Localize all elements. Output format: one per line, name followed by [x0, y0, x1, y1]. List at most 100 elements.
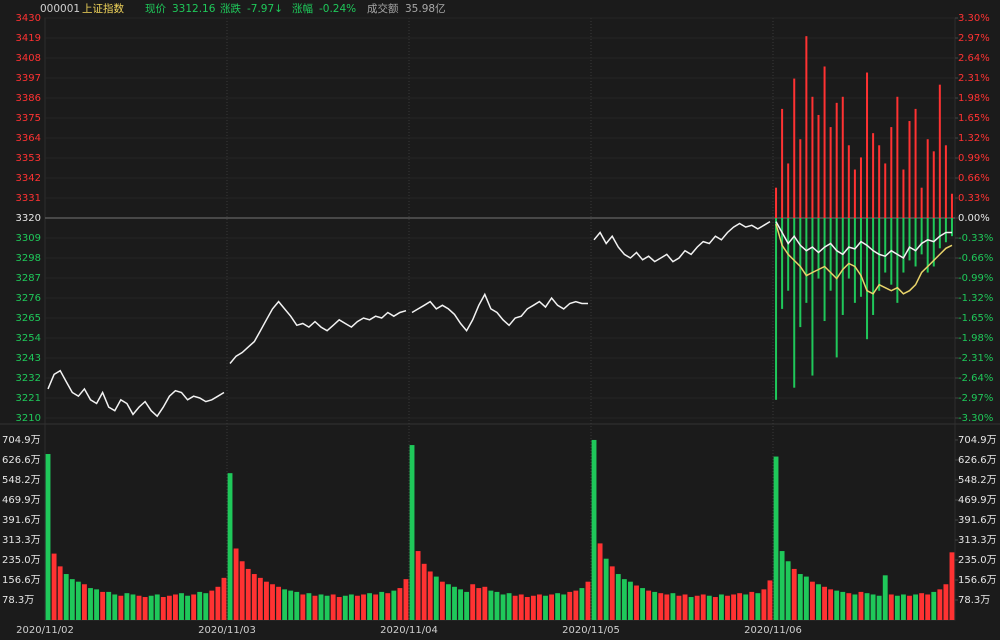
y2-tick-label: -2.31%	[958, 353, 993, 364]
breadth-bar	[902, 169, 905, 218]
volume-tick-label: 548.2万	[958, 475, 997, 486]
stock-code: 000001	[40, 3, 80, 15]
breadth-bar	[884, 163, 887, 218]
date-label: 2020/11/02	[16, 625, 74, 636]
volume-bar	[130, 594, 136, 620]
volume-bar	[585, 581, 591, 620]
volume-tick-label: 626.6万	[2, 455, 41, 466]
volume-bar	[197, 591, 203, 620]
volume-bar	[391, 590, 397, 620]
breadth-bar	[932, 151, 935, 218]
y-tick-label: 3419	[16, 33, 41, 44]
volume-bar	[361, 594, 366, 620]
volume-bar	[106, 591, 112, 620]
volume-bar	[282, 589, 288, 620]
volume-bar	[154, 594, 160, 620]
volume-bar	[276, 586, 281, 620]
stock-name: 上证指数	[82, 2, 124, 15]
volume-bar	[518, 594, 524, 620]
y2-tick-label: 0.00%	[958, 213, 990, 224]
volume-bar	[694, 595, 700, 620]
breadth-bar	[835, 102, 838, 218]
volume-bar	[828, 589, 834, 620]
volume-bar	[664, 594, 670, 620]
y-tick-label: 3298	[16, 253, 41, 264]
volume-bar	[773, 456, 779, 620]
volume-bar	[446, 584, 451, 620]
field-label: 涨跌	[220, 2, 241, 15]
y-tick-label: 3364	[16, 133, 41, 144]
volume-bar	[706, 595, 712, 620]
volume-tick-label: 78.3万	[958, 595, 990, 606]
volume-tick-label: 78.3万	[2, 595, 34, 606]
y2-tick-label: -3.30%	[958, 413, 993, 424]
volume-bar	[421, 563, 427, 620]
y2-tick-label: 0.99%	[958, 153, 990, 164]
breadth-bar	[781, 218, 784, 309]
volume-bar	[160, 597, 166, 620]
y2-tick-label: 2.31%	[958, 73, 990, 84]
volume-bar	[336, 597, 342, 620]
breadth-bar	[781, 108, 784, 218]
breadth-bar	[823, 66, 826, 218]
breadth-bar	[799, 218, 802, 328]
volume-bar	[785, 561, 791, 620]
breadth-bar	[920, 187, 923, 218]
y-tick-label: 3397	[16, 73, 41, 84]
breadth-bar	[793, 78, 796, 218]
volume-bar	[858, 591, 864, 620]
volume-bar	[779, 551, 785, 620]
breadth-bar	[902, 218, 905, 273]
volume-bar	[894, 595, 900, 620]
breadth-bar	[866, 218, 869, 340]
breadth-bar	[847, 218, 850, 279]
volume-bar	[342, 595, 348, 620]
breadth-bar	[823, 218, 826, 322]
date-label: 2020/11/04	[380, 625, 438, 636]
volume-bar	[797, 574, 803, 620]
volume-bar	[82, 584, 87, 620]
field-value: -0.24%	[319, 3, 356, 15]
field-label: 成交额	[367, 2, 399, 15]
volume-bar	[816, 584, 821, 620]
y2-tick-label: -2.97%	[958, 393, 993, 404]
y-tick-label: 3331	[16, 193, 41, 204]
volume-tick-label: 469.9万	[2, 495, 41, 506]
breadth-bar	[847, 145, 850, 218]
volume-bar	[452, 586, 457, 620]
price-line	[411, 292, 588, 333]
y2-tick-label: 2.64%	[958, 53, 990, 64]
volume-bar	[628, 581, 633, 620]
breadth-bar	[787, 163, 790, 218]
volume-tick-label: 156.6万	[2, 575, 41, 586]
volume-bar	[621, 579, 627, 620]
volume-bar	[864, 593, 870, 620]
volume-bar	[725, 595, 730, 620]
breadth-bar	[914, 108, 917, 218]
y-tick-label: 3353	[16, 153, 41, 164]
volume-bar	[670, 593, 676, 620]
volume-bar	[524, 597, 530, 620]
breadth-bar	[938, 218, 941, 249]
volume-bar	[512, 595, 518, 620]
field-value: 35.98亿	[405, 2, 446, 15]
y2-tick-label: -2.64%	[958, 373, 993, 384]
volume-bar	[100, 591, 106, 620]
volume-bar	[579, 588, 585, 620]
volume-bar	[603, 558, 609, 620]
breadth-bar	[793, 218, 796, 388]
breadth-bar	[944, 145, 947, 218]
y2-tick-label: 1.98%	[958, 93, 990, 104]
field-label: 涨幅	[292, 2, 313, 15]
volume-bar	[173, 594, 178, 620]
price-line	[47, 369, 225, 418]
volume-bar	[373, 594, 379, 620]
volume-bar	[682, 594, 688, 620]
volume-bar	[142, 597, 148, 620]
volume-bar	[57, 566, 63, 620]
y-tick-label: 3309	[16, 233, 41, 244]
volume-bar	[324, 595, 330, 620]
breadth-bar	[872, 218, 875, 315]
volume-bar	[943, 584, 949, 620]
